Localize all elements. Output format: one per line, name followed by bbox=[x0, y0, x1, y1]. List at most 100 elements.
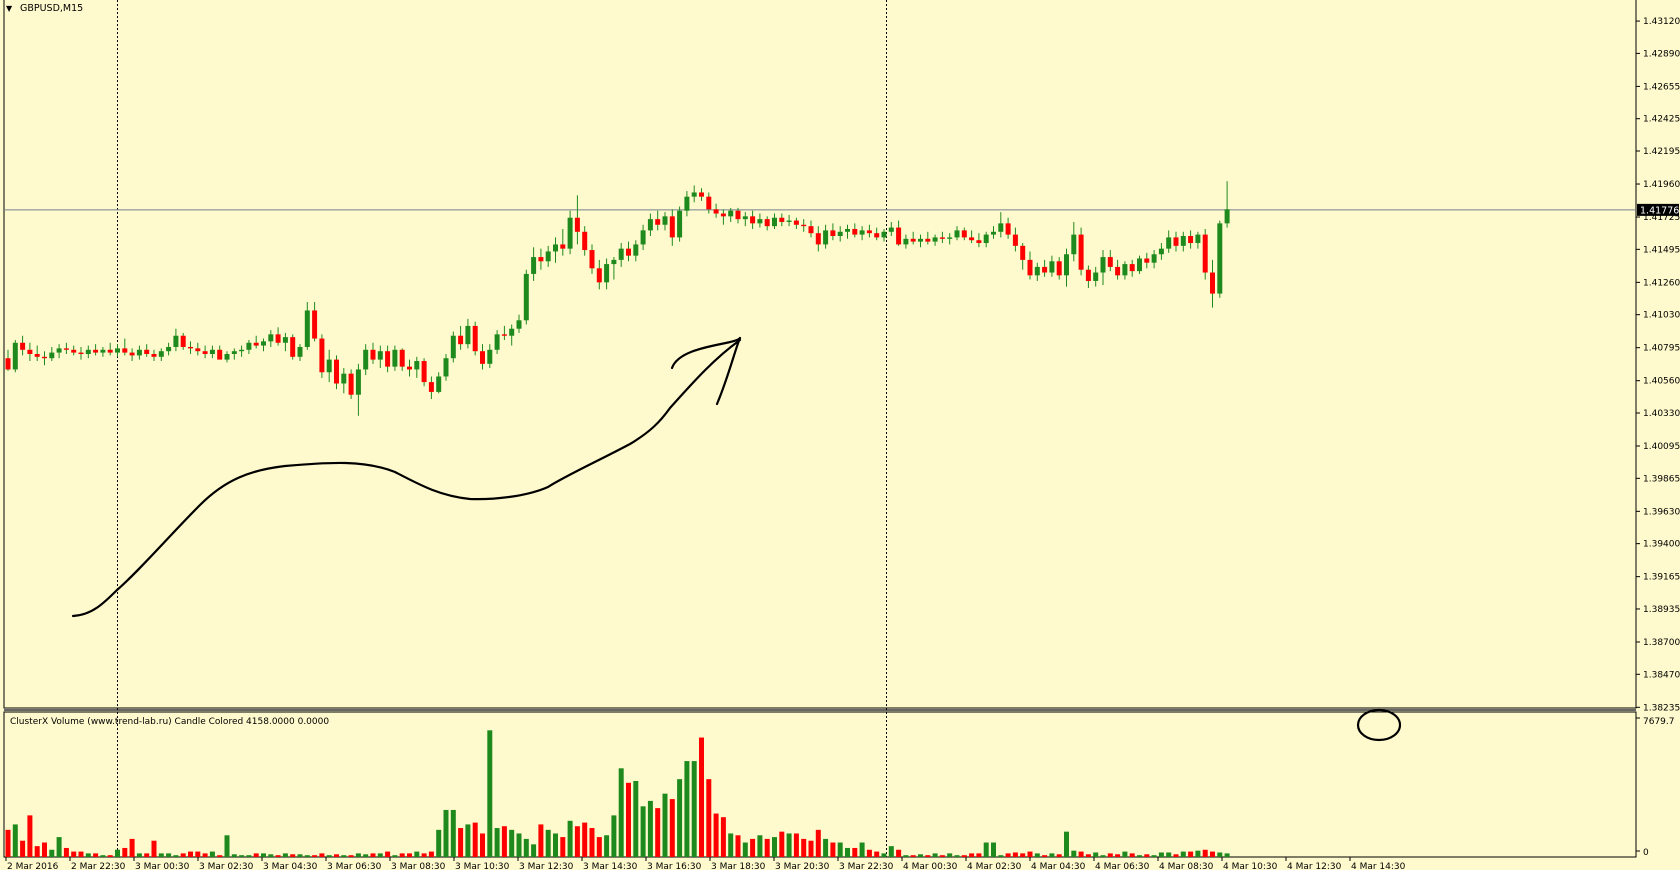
candle-body-bear bbox=[764, 219, 770, 227]
candle bbox=[582, 226, 588, 256]
volume-bar bbox=[1115, 854, 1121, 857]
candle-body-bear bbox=[71, 349, 77, 353]
volume-bar bbox=[991, 842, 996, 857]
volume-bar bbox=[604, 835, 610, 857]
volume-bar bbox=[742, 842, 748, 857]
candle-body-bull bbox=[1224, 209, 1230, 224]
candle bbox=[458, 325, 464, 350]
candle-body-bull bbox=[56, 348, 62, 353]
volume-bar bbox=[764, 838, 770, 857]
candle bbox=[27, 342, 33, 362]
volume-bar bbox=[757, 835, 763, 857]
candle bbox=[100, 346, 106, 357]
candle-body-bear bbox=[713, 209, 719, 214]
volume-bar bbox=[728, 833, 734, 857]
price-tick-label: 1.40795 bbox=[1643, 344, 1680, 354]
candle-body-bull bbox=[465, 325, 471, 345]
candle-body-bull bbox=[1100, 257, 1106, 273]
candle bbox=[188, 341, 193, 354]
candle bbox=[297, 344, 303, 362]
candle-body-bull bbox=[1151, 254, 1157, 263]
candle-body-bull bbox=[881, 231, 887, 238]
candle bbox=[217, 345, 223, 360]
candle bbox=[1042, 259, 1048, 277]
candle bbox=[772, 213, 777, 229]
chart-menu-icon[interactable]: ▼ bbox=[6, 4, 13, 13]
volume-bar bbox=[195, 851, 201, 857]
candle-body-bull bbox=[647, 219, 653, 231]
candle bbox=[1173, 231, 1179, 252]
candle-body-bear bbox=[669, 216, 675, 238]
candle-body-bull bbox=[918, 238, 923, 242]
volume-bar bbox=[1180, 851, 1186, 857]
time-tick-label: 4 Mar 14:30 bbox=[1351, 862, 1406, 872]
candle-body-bull bbox=[859, 230, 865, 235]
candle bbox=[93, 344, 99, 356]
candle-body-bear bbox=[202, 351, 208, 354]
candle bbox=[34, 345, 40, 362]
price-tick-label: 1.41495 bbox=[1643, 245, 1680, 255]
candle bbox=[531, 247, 537, 281]
candle-body-bear bbox=[1115, 266, 1121, 276]
candle-body-bear bbox=[151, 354, 157, 357]
price-axis: 1.43120 1.42890 1.42655 1.42425 1.42195 1.419… bbox=[1636, 17, 1680, 852]
volume-bar bbox=[428, 851, 434, 857]
volume-bar bbox=[859, 842, 865, 857]
candle bbox=[480, 344, 485, 370]
candle bbox=[1151, 250, 1157, 269]
price-tick-label: 1.38700 bbox=[1643, 638, 1680, 648]
candle bbox=[1180, 231, 1186, 252]
volume-bar bbox=[896, 849, 902, 857]
candle bbox=[888, 221, 894, 236]
volume-bar bbox=[1071, 850, 1077, 857]
candle bbox=[684, 191, 690, 217]
volume-bar bbox=[1027, 851, 1033, 857]
candle bbox=[107, 342, 113, 356]
candle-body-bull bbox=[224, 354, 230, 360]
annotation-arrow-head-2 bbox=[715, 336, 742, 406]
volume-bar bbox=[1217, 852, 1223, 857]
candle-body-bear bbox=[706, 196, 712, 210]
volume-bar bbox=[1034, 853, 1040, 857]
candle bbox=[779, 213, 785, 227]
candle-body-bear bbox=[808, 226, 814, 234]
candle bbox=[246, 339, 252, 354]
volume-bar bbox=[217, 855, 223, 857]
time-tick-label: 3 Mar 20:30 bbox=[775, 862, 830, 872]
candle bbox=[618, 243, 624, 267]
candle bbox=[991, 226, 996, 239]
volume-bar bbox=[341, 855, 347, 857]
volume-bar bbox=[830, 842, 836, 857]
candle-body-bull bbox=[684, 196, 690, 211]
candle-body-bear bbox=[1144, 258, 1150, 263]
candle-body-bull bbox=[618, 248, 624, 260]
candle-body-bull bbox=[691, 192, 697, 197]
candle bbox=[1064, 248, 1069, 287]
candle-body-bull bbox=[246, 342, 252, 350]
volume-bar bbox=[574, 826, 580, 857]
volume-bar bbox=[1137, 855, 1142, 857]
candle-body-bear bbox=[976, 240, 982, 244]
candle bbox=[129, 348, 135, 362]
candle bbox=[925, 231, 931, 245]
candle bbox=[20, 335, 26, 356]
candle-body-bear bbox=[122, 348, 128, 353]
candle bbox=[407, 359, 412, 377]
volume-bar bbox=[129, 838, 135, 857]
volume-bar bbox=[253, 853, 259, 857]
candle bbox=[910, 231, 916, 245]
candle bbox=[640, 224, 646, 251]
candle bbox=[589, 244, 595, 274]
current-price-label: 1.41776 bbox=[1640, 205, 1679, 216]
candle-body-bear bbox=[20, 342, 26, 350]
candle-body-bear bbox=[253, 342, 259, 346]
candle-body-bear bbox=[1173, 237, 1179, 246]
volume-bar bbox=[63, 847, 69, 857]
volume-bar bbox=[1107, 853, 1113, 857]
candle-body-bull bbox=[531, 257, 537, 274]
candle bbox=[202, 345, 208, 359]
candle-body-bear bbox=[655, 219, 661, 225]
candle-body-bear bbox=[1042, 266, 1048, 273]
